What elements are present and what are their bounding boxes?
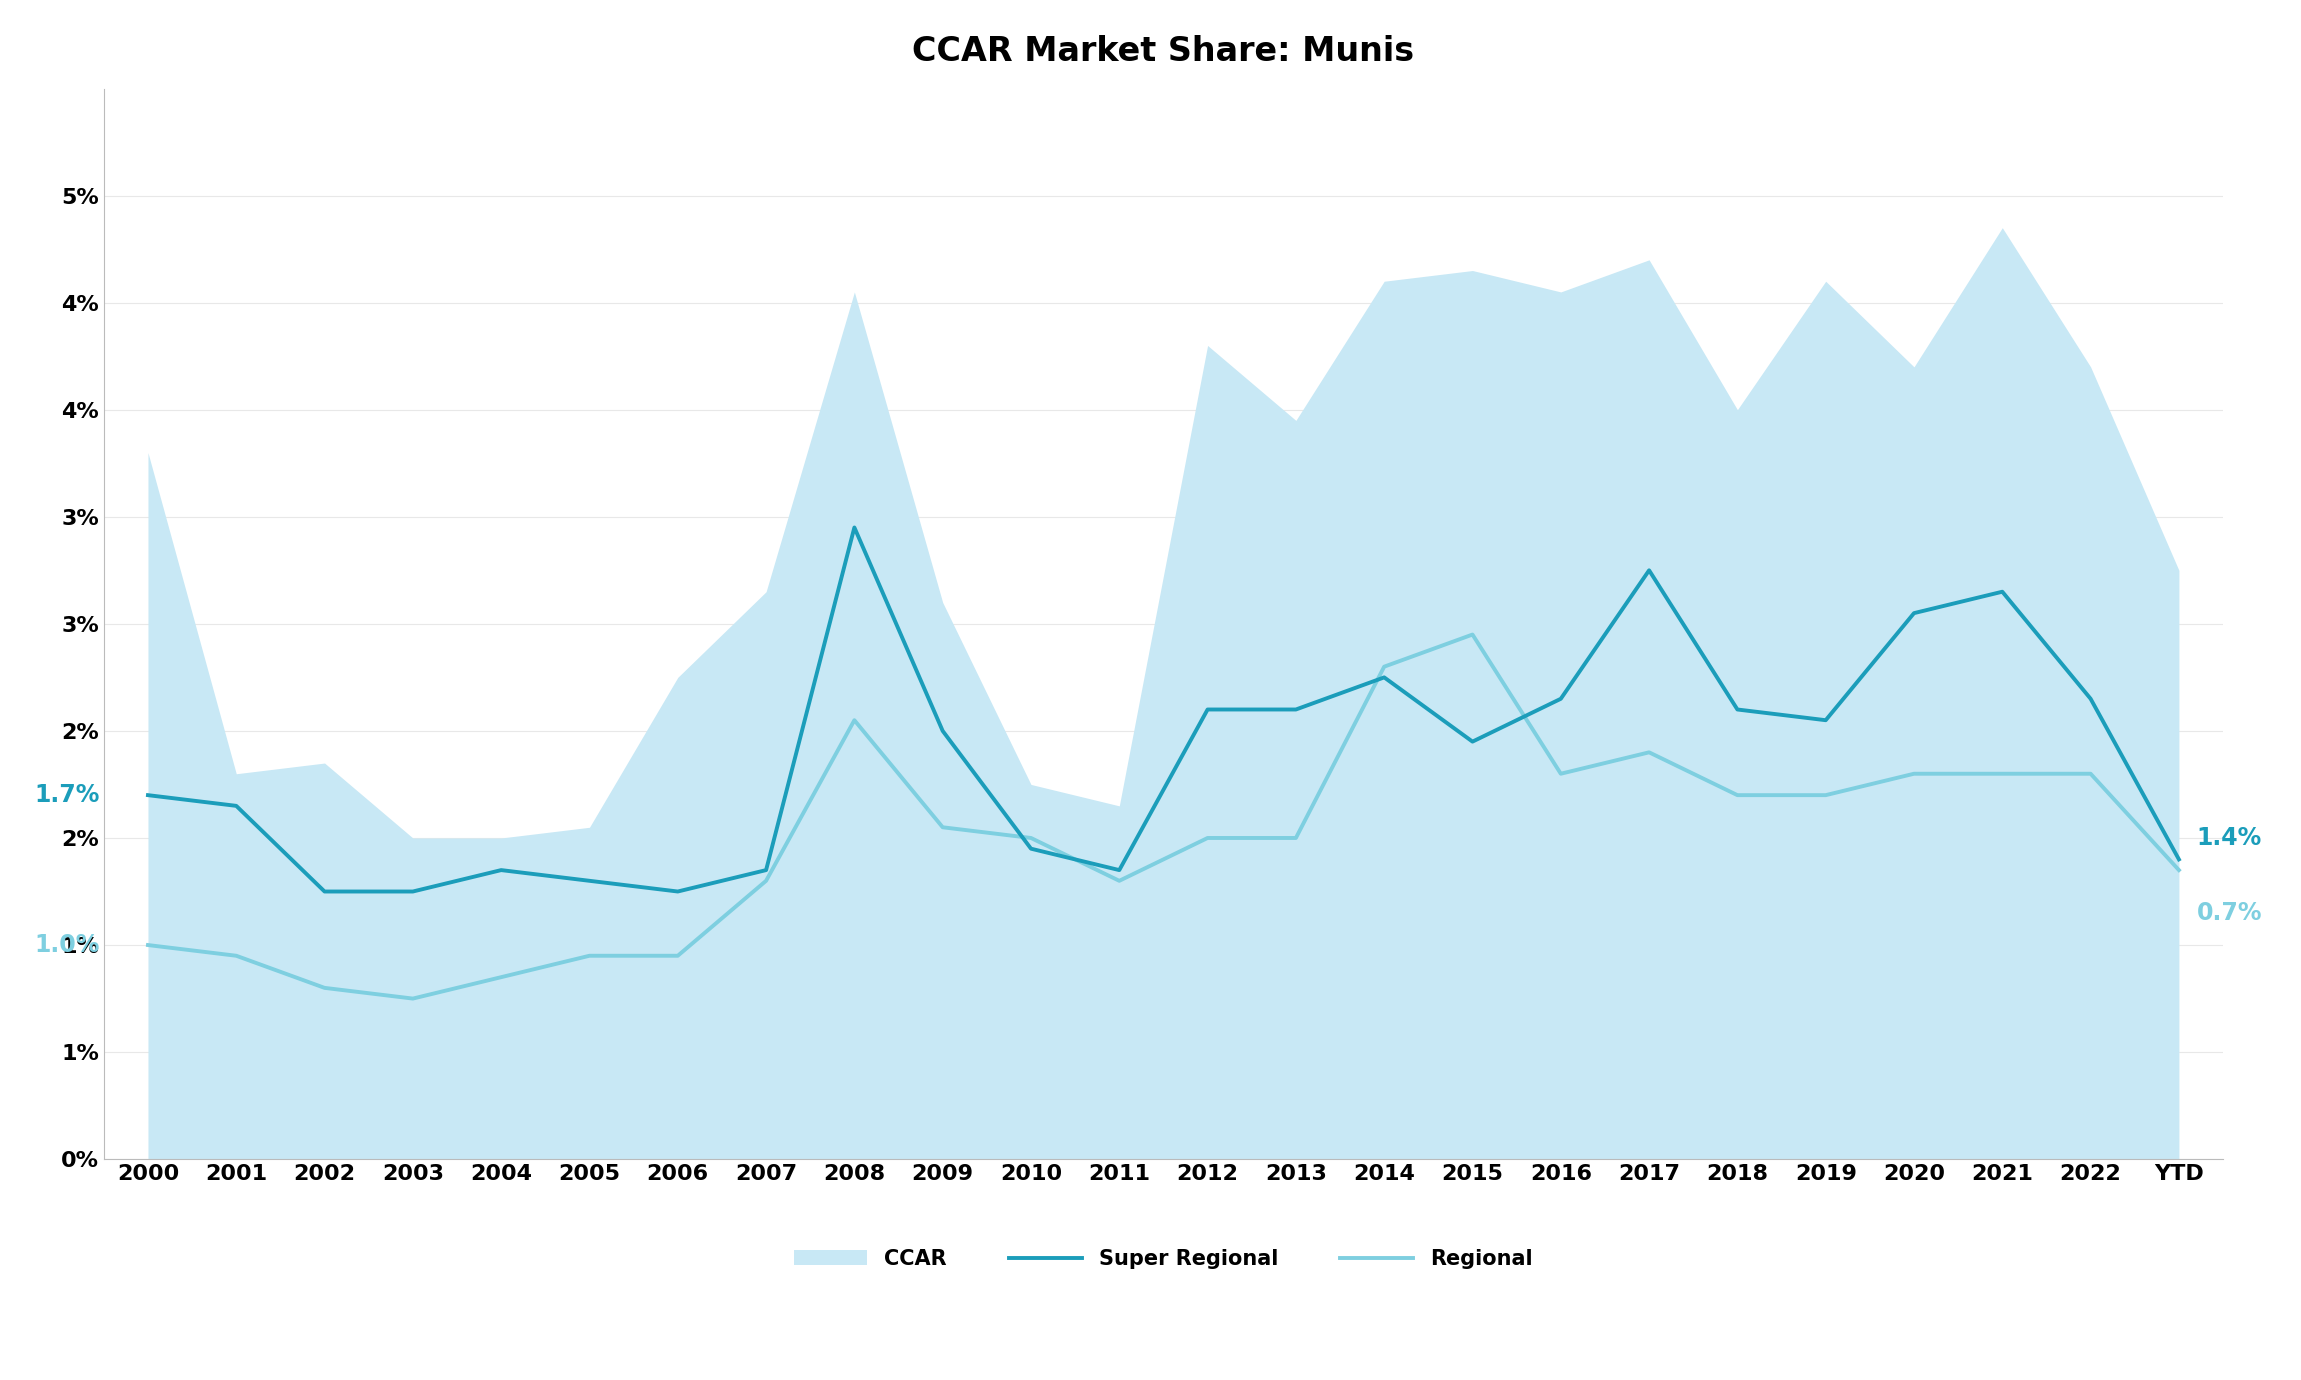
- Title: CCAR Market Share: Munis: CCAR Market Share: Munis: [913, 34, 1415, 68]
- Text: 1.0%: 1.0%: [35, 933, 99, 958]
- Text: 1.4%: 1.4%: [2197, 827, 2262, 850]
- Legend: CCAR, Super Regional, Regional: CCAR, Super Regional, Regional: [787, 1241, 1542, 1278]
- Text: 0.7%: 0.7%: [2197, 901, 2262, 925]
- Text: 1.7%: 1.7%: [35, 784, 99, 807]
